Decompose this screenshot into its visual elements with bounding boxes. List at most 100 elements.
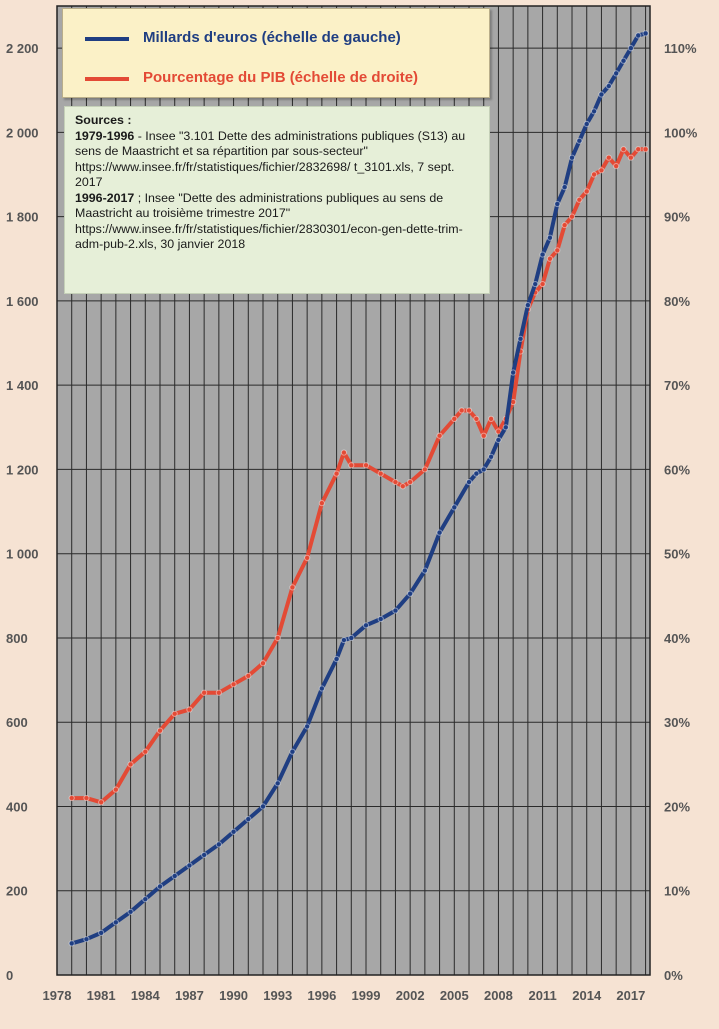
sources-entry-2-period: 1996-2017 xyxy=(75,190,135,205)
data-point xyxy=(127,761,134,768)
data-point xyxy=(318,500,325,507)
y-right-tick-label: 90% xyxy=(664,210,690,225)
data-point xyxy=(348,462,355,469)
y-right-tick-label: 60% xyxy=(664,462,690,477)
data-point xyxy=(399,483,406,490)
y-left-tick-label: 2 000 xyxy=(6,125,39,140)
x-tick-label: 1993 xyxy=(263,988,292,1003)
data-point xyxy=(590,108,598,115)
data-point xyxy=(68,794,75,802)
data-point xyxy=(230,681,237,688)
data-point xyxy=(539,251,546,258)
y-left-tick-label: 2 200 xyxy=(6,41,39,56)
data-point xyxy=(546,255,554,262)
x-tick-label: 2011 xyxy=(528,988,556,1003)
data-point xyxy=(487,415,495,422)
data-point xyxy=(583,120,590,128)
data-point xyxy=(304,723,311,730)
data-point xyxy=(421,567,428,574)
data-point xyxy=(598,91,605,98)
x-tick-label: 1990 xyxy=(219,988,248,1003)
y-left-tick-label: 1 600 xyxy=(6,294,39,309)
legend-item-euros: Millards d'euros (échelle de gauche) xyxy=(63,27,489,51)
data-point xyxy=(561,221,568,229)
data-point xyxy=(613,70,620,77)
y-right-tick-label: 50% xyxy=(664,547,690,562)
data-point xyxy=(554,200,561,208)
data-point xyxy=(568,154,576,161)
data-point xyxy=(98,929,105,936)
y-right-tick-label: 20% xyxy=(664,799,690,814)
data-point xyxy=(333,655,340,663)
x-tick-label: 2002 xyxy=(396,988,425,1003)
data-point xyxy=(590,171,598,178)
data-point xyxy=(473,470,480,477)
data-point xyxy=(318,685,325,692)
data-point xyxy=(436,432,443,439)
data-point xyxy=(465,478,473,486)
data-point xyxy=(407,590,414,597)
data-point xyxy=(348,634,355,642)
y-left-tick-label: 1 800 xyxy=(6,210,39,225)
right-axis: 0% 10% 20% 30% 40% 50% 60% 70% 80% 90% 100% 110% xyxy=(664,41,698,983)
x-tick-label: 1999 xyxy=(352,988,381,1003)
data-point xyxy=(458,407,465,414)
data-point xyxy=(605,154,612,161)
data-point xyxy=(465,407,473,414)
data-point xyxy=(451,415,458,422)
data-point xyxy=(627,45,634,52)
data-point xyxy=(620,146,627,153)
y-left-tick-label: 600 xyxy=(6,715,28,730)
y-right-tick-label: 70% xyxy=(664,378,690,393)
data-point xyxy=(156,727,164,734)
y-right-tick-label: 40% xyxy=(664,631,690,646)
y-right-tick-label: 110% xyxy=(664,41,697,56)
data-point xyxy=(112,919,119,926)
data-point xyxy=(635,32,642,39)
x-tick-label: 2017 xyxy=(616,988,645,1003)
data-point xyxy=(642,146,649,153)
series-layer xyxy=(68,30,649,947)
data-point xyxy=(289,748,296,755)
data-point xyxy=(635,146,642,153)
data-point xyxy=(546,234,554,241)
data-point xyxy=(598,167,605,174)
legend-item-pib: Pourcentage du PIB (échelle de droite) xyxy=(63,67,489,91)
data-point xyxy=(186,706,193,713)
data-point xyxy=(83,794,90,802)
x-tick-label: 2014 xyxy=(572,988,602,1003)
data-point xyxy=(304,554,311,562)
plot-border xyxy=(56,5,651,976)
data-point xyxy=(480,466,487,473)
data-point xyxy=(274,780,281,787)
sources-entry-1: 1979-1996 - Insee "3.101 Dette des admin… xyxy=(75,129,479,191)
data-point xyxy=(142,748,149,755)
data-point xyxy=(259,660,267,667)
data-point xyxy=(480,432,487,439)
data-point xyxy=(568,213,576,220)
data-point xyxy=(215,689,222,696)
data-point xyxy=(576,196,583,203)
data-point xyxy=(289,584,296,591)
sources-note: Sources : 1979-1996 - Insee "3.101 Dette… xyxy=(64,106,490,294)
y-right-tick-label: 10% xyxy=(664,884,690,899)
data-point xyxy=(620,57,627,64)
data-point xyxy=(171,872,178,880)
y-left-tick-label: 1 200 xyxy=(6,462,39,477)
data-point xyxy=(377,470,384,477)
x-axis: 1978 1981 1984 1987 1990 1993 1996 1999 2002 2005… xyxy=(43,988,646,1003)
y-left-tick-label: 800 xyxy=(6,631,28,646)
x-tick-label: 1984 xyxy=(131,988,161,1003)
data-point xyxy=(245,672,252,679)
legend-label-pib: Pourcentage du PIB (échelle de droite) xyxy=(143,69,419,86)
data-point xyxy=(392,607,399,614)
data-point xyxy=(502,424,509,431)
data-point xyxy=(68,940,75,947)
y-right-tick-label: 80% xyxy=(664,294,690,309)
sources-entry-2-text: ; Insee "Dette des administrations publi… xyxy=(75,190,463,252)
y-left-tick-label: 0 xyxy=(6,968,13,983)
data-point xyxy=(576,137,583,144)
data-point xyxy=(171,710,178,717)
data-point xyxy=(605,82,612,90)
y-left-tick-label: 200 xyxy=(6,884,28,899)
